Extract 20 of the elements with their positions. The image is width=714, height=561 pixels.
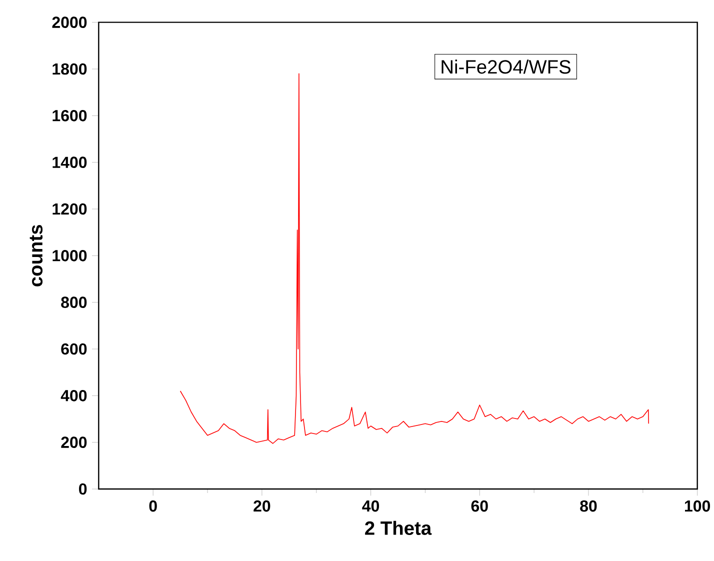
annotation: Ni-Fe2O4/WFS	[442, 60, 570, 74]
y-tick-label: 1000	[52, 250, 87, 262]
y-axis-title: counts	[30, 224, 43, 286]
y-tick-label: 400	[60, 390, 87, 402]
x-tick-label: 0	[149, 500, 157, 512]
x-tick-label: 80	[580, 500, 597, 512]
y-tick-label: 800	[61, 296, 87, 308]
y-tick-label: 200	[61, 436, 87, 448]
y-tick-label: 2000	[52, 16, 87, 28]
y-tick-label: 600	[61, 343, 87, 355]
y-tick-label: 1400	[52, 156, 87, 168]
y-tick-label: 0	[79, 483, 87, 495]
x-tick-label: 40	[362, 500, 380, 512]
x-tick-label: 100	[684, 500, 710, 512]
x-axis-title: 2 Theta	[365, 520, 432, 535]
y-tick-label: 1800	[52, 63, 87, 75]
y-tick-label: 1200	[52, 203, 87, 215]
y-tick-label: 1600	[52, 110, 87, 122]
x-tick-label: 20	[254, 500, 270, 512]
x-tick-label: 60	[471, 500, 488, 512]
